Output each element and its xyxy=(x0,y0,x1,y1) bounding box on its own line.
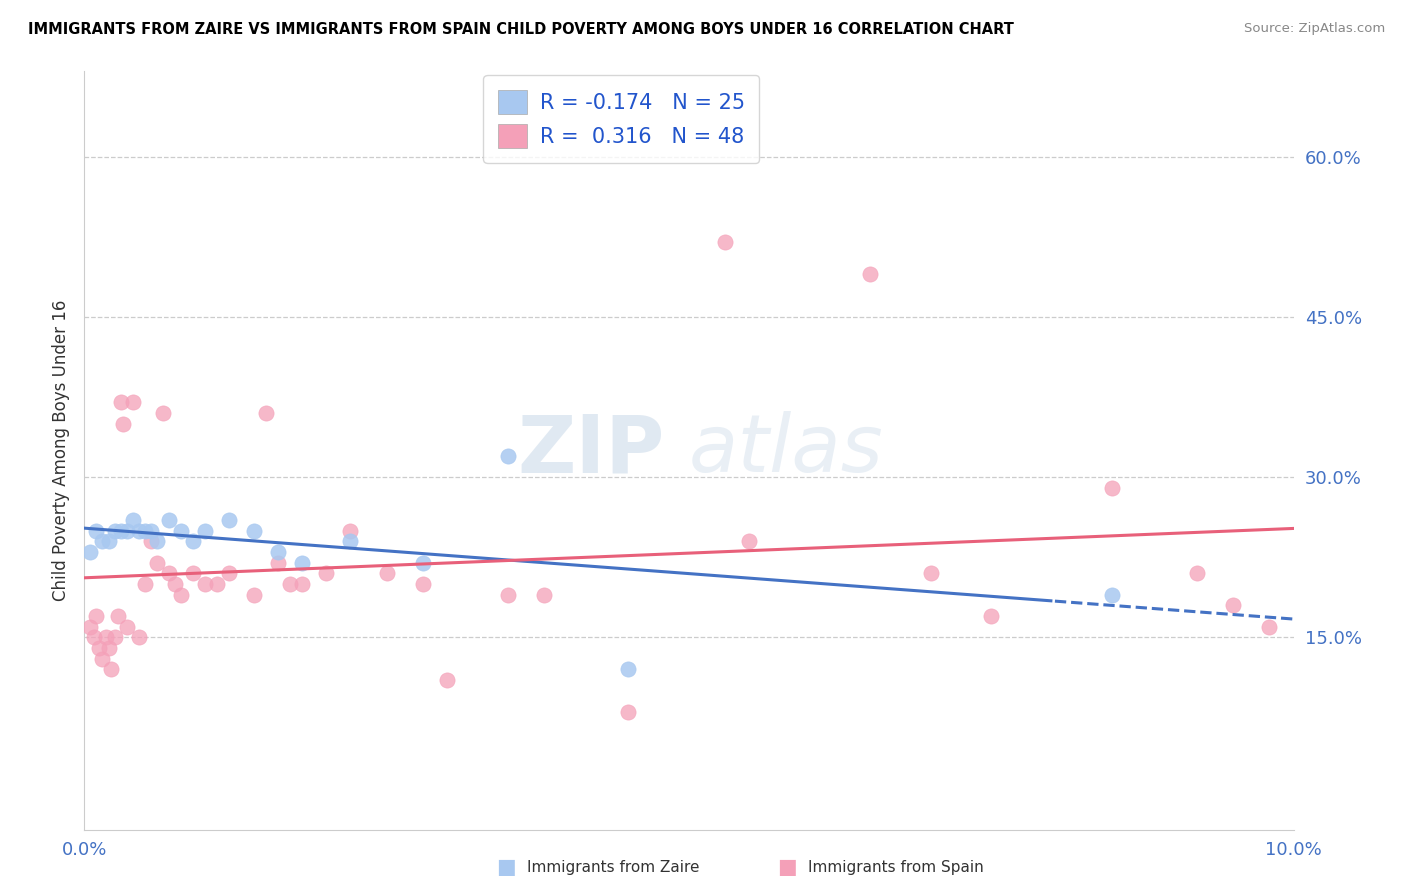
Point xyxy=(436,673,458,687)
Point xyxy=(170,588,193,602)
Point xyxy=(134,577,156,591)
Point xyxy=(181,566,204,581)
Point xyxy=(242,524,264,538)
Point xyxy=(859,267,882,281)
Point xyxy=(254,406,277,420)
Point xyxy=(181,534,204,549)
Point xyxy=(86,609,108,624)
Point xyxy=(157,513,180,527)
Point xyxy=(533,588,555,602)
Point xyxy=(87,640,110,655)
Point xyxy=(412,556,434,570)
Point xyxy=(139,524,162,538)
Point xyxy=(617,705,640,719)
Point xyxy=(339,534,361,549)
Text: Immigrants from Zaire: Immigrants from Zaire xyxy=(527,860,700,874)
Point xyxy=(110,524,132,538)
Point xyxy=(94,631,117,645)
Point xyxy=(83,631,105,645)
Text: ■: ■ xyxy=(778,857,797,877)
Point xyxy=(339,524,361,538)
Point xyxy=(104,524,127,538)
Point xyxy=(128,631,150,645)
Point xyxy=(146,534,169,549)
Point xyxy=(165,577,187,591)
Point xyxy=(194,524,217,538)
Point xyxy=(218,513,240,527)
Point xyxy=(242,588,264,602)
Y-axis label: Child Poverty Among Boys Under 16: Child Poverty Among Boys Under 16 xyxy=(52,300,70,601)
Text: atlas: atlas xyxy=(689,411,884,490)
Point xyxy=(146,556,169,570)
Point xyxy=(112,417,135,431)
Point xyxy=(496,449,519,463)
Point xyxy=(920,566,942,581)
Point xyxy=(91,534,114,549)
Point xyxy=(104,631,127,645)
Point xyxy=(79,620,101,634)
Point xyxy=(128,524,150,538)
Text: IMMIGRANTS FROM ZAIRE VS IMMIGRANTS FROM SPAIN CHILD POVERTY AMONG BOYS UNDER 16: IMMIGRANTS FROM ZAIRE VS IMMIGRANTS FROM… xyxy=(28,22,1014,37)
Point xyxy=(115,620,138,634)
Point xyxy=(97,534,120,549)
Point xyxy=(100,662,122,676)
Point xyxy=(315,566,337,581)
Point xyxy=(121,513,143,527)
Point xyxy=(1258,620,1281,634)
Point xyxy=(157,566,180,581)
Point xyxy=(121,395,143,409)
Point xyxy=(1101,588,1123,602)
Point xyxy=(86,524,108,538)
Point xyxy=(1185,566,1208,581)
Point xyxy=(980,609,1002,624)
Point xyxy=(107,609,129,624)
Text: ■: ■ xyxy=(496,857,516,877)
Text: ZIP: ZIP xyxy=(517,411,665,490)
Point xyxy=(1101,481,1123,495)
Point xyxy=(218,566,240,581)
Point xyxy=(278,577,301,591)
Point xyxy=(79,545,101,559)
Point xyxy=(115,524,138,538)
Point xyxy=(97,640,120,655)
Point xyxy=(91,651,114,665)
Legend: R = -0.174   N = 25, R =  0.316   N = 48: R = -0.174 N = 25, R = 0.316 N = 48 xyxy=(484,75,759,163)
Point xyxy=(738,534,761,549)
Point xyxy=(1222,599,1244,613)
Point xyxy=(291,577,314,591)
Point xyxy=(134,524,156,538)
Point xyxy=(714,235,737,250)
Point xyxy=(496,588,519,602)
Point xyxy=(110,395,132,409)
Point xyxy=(412,577,434,591)
Point xyxy=(617,662,640,676)
Point xyxy=(194,577,217,591)
Point xyxy=(267,545,290,559)
Point xyxy=(267,556,290,570)
Point xyxy=(152,406,174,420)
Point xyxy=(291,556,314,570)
Point xyxy=(139,534,162,549)
Point xyxy=(375,566,398,581)
Point xyxy=(207,577,229,591)
Text: Immigrants from Spain: Immigrants from Spain xyxy=(808,860,984,874)
Text: Source: ZipAtlas.com: Source: ZipAtlas.com xyxy=(1244,22,1385,36)
Point xyxy=(170,524,193,538)
